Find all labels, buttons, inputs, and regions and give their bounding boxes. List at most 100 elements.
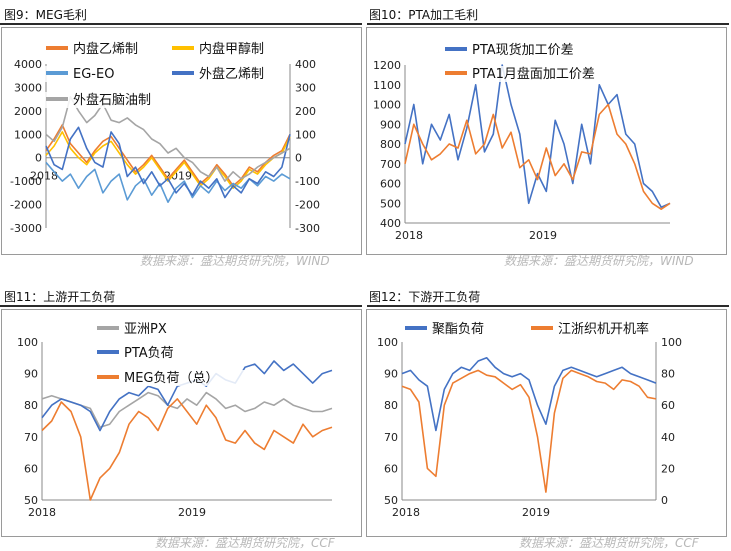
y-tick-label: 90 (384, 368, 398, 381)
y-tick-label: 80 (384, 399, 398, 412)
series-line-1 (404, 103, 671, 210)
y-tick-label: 60 (384, 462, 398, 475)
figure9-source: 数据来源：盛达期货研究院，WIND (140, 254, 330, 268)
y2-tick-label: 80 (661, 368, 675, 381)
figure12-top-rule (367, 305, 729, 307)
pta-processing-margin-chart: 400 500 600 700 800 900 1000 1100 1200 2018 2019 PT… (373, 42, 671, 242)
y-tick-label: 500 (380, 197, 401, 210)
legend-bg (44, 66, 164, 82)
legend-label: PTA负荷 (124, 346, 174, 361)
x-tick-label: 2019 (522, 506, 550, 519)
y-tick-label: 400 (380, 217, 401, 230)
legend-label: 内盘乙烯制 (73, 41, 138, 57)
legend-label: 江浙织机开机率 (558, 321, 649, 337)
series-line-1 (401, 369, 657, 493)
meg-margin-chart: -3000-2000-100001000200030004000-300-200… (10, 41, 320, 235)
series-line-3 (45, 126, 291, 199)
y2-tick-label: 200 (295, 105, 316, 118)
y-tick-label: 1000 (373, 99, 401, 112)
figure9-caption: 图9：MEG毛利 (4, 8, 87, 22)
legend-bg (443, 66, 593, 82)
y2-tick-label: -300 (295, 222, 320, 235)
y-tick-label: 4000 (14, 58, 42, 71)
legend-bg (95, 345, 245, 361)
x-tick-label: 2018 (30, 170, 58, 183)
y2-tick-label: 0 (661, 494, 668, 507)
y-tick-label: -1000 (10, 175, 42, 188)
figure11-chart-frame: 50 60 70 80 90 100 2018 2019 亚洲PX PTA负荷 MEG负荷（总） (1, 309, 362, 537)
legend-bg (529, 321, 679, 337)
legend-label: 聚酯负荷 (432, 322, 484, 337)
upstream-operating-rate-chart: 50 60 70 80 90 100 2018 2019 亚洲PX PTA负荷 MEG负荷（总） (17, 321, 333, 519)
y-tick-label: 1100 (373, 79, 401, 92)
figure10-chart-frame: 400 500 600 700 800 900 1000 1100 1200 2018 2019 PT… (366, 27, 727, 255)
x-tick-label: 2019 (164, 170, 192, 183)
y-tick-label: 1200 (373, 59, 401, 72)
y2-tick-label: 300 (295, 81, 316, 94)
legend-bg (170, 41, 280, 57)
legend-label: MEG负荷（总） (124, 371, 219, 386)
series-line-1 (45, 131, 291, 189)
y2-tick-label: 60 (661, 399, 675, 412)
legend-bg (95, 321, 245, 337)
y-tick-label: 100 (17, 336, 38, 349)
series-line-0 (401, 356, 657, 432)
figure11-caption: 图11：上游开工负荷 (4, 290, 116, 304)
y-tick-label: 70 (24, 431, 38, 444)
series-line-0 (41, 391, 333, 429)
y-tick-label: 70 (384, 431, 398, 444)
downstream-operating-rate-chart: 50 60 70 80 90 100 0 20 40 60 80 100 2018 2019 聚酯负荷 江浙织… (377, 321, 682, 519)
x-tick-label: 2018 (395, 229, 423, 242)
legend-bg (170, 66, 280, 82)
figure9-chart-frame: -3000 -2000 -1000 0 1000 2000 3000 4000 -300 -200… (1, 27, 362, 255)
figure12-source: 数据来源：盛达期货研究院，CCF (519, 536, 699, 550)
y2-tick-label: 0 (295, 152, 302, 165)
legend-label: 亚洲PX (124, 322, 167, 337)
figure10-caption: 图10：PTA加工毛利 (369, 8, 479, 22)
legend-bg (443, 42, 593, 58)
legend-label: EG-EO (73, 67, 114, 82)
x-tick-label: 2019 (529, 229, 557, 242)
y-tick-label: 700 (380, 158, 401, 171)
legend-bg (403, 321, 553, 337)
y-tick-label: -2000 (10, 199, 42, 212)
y2-tick-label: -100 (295, 175, 320, 188)
figure9-top-rule (0, 23, 362, 25)
y-tick-label: 2000 (14, 105, 42, 118)
y-tick-label: 100 (377, 336, 398, 349)
y-tick-label: 50 (24, 494, 38, 507)
x-tick-label: 2018 (392, 506, 420, 519)
y-tick-label: 90 (24, 368, 38, 381)
legend-label: 外盘石脑油制 (73, 92, 151, 108)
x-tick-label: 2019 (178, 506, 206, 519)
y2-tick-label: 400 (295, 58, 316, 71)
figure10-source: 数据来源：盛达期货研究院，WIND (504, 254, 694, 268)
y-tick-label: 800 (380, 138, 401, 151)
y-tick-label: 0 (35, 152, 42, 165)
y2-tick-label: 20 (661, 462, 675, 475)
series-line-2 (41, 398, 333, 501)
x-tick-label: 2018 (28, 506, 56, 519)
y-tick-label: 60 (24, 462, 38, 475)
y-tick-label: 900 (380, 118, 401, 131)
y-tick-label: -3000 (10, 222, 42, 235)
figure10-top-rule (367, 23, 729, 25)
y2-tick-label: -200 (295, 199, 320, 212)
y-tick-label: 3000 (14, 81, 42, 94)
figure12-chart-frame: 50 60 70 80 90 100 0 20 40 60 80 100 2018 2019 聚酯负荷 江浙织… (366, 309, 727, 537)
figure12-caption: 图12：下游开工负荷 (369, 290, 481, 304)
legend-label: PTA1月盘面加工价差 (472, 66, 595, 82)
legend-label: PTA现货加工价差 (472, 42, 574, 58)
y-tick-label: 50 (384, 494, 398, 507)
figure11-source: 数据来源：盛达期货研究院，CCF (155, 536, 335, 550)
series-line-0 (404, 64, 671, 208)
legend-bg (44, 92, 164, 108)
series-line-4 (45, 96, 291, 182)
legend-label: 内盘甲醇制 (199, 41, 264, 57)
figure11-top-rule (0, 305, 362, 307)
y2-tick-label: 40 (661, 431, 675, 444)
y2-tick-label: 100 (661, 336, 682, 349)
legend-bg (44, 41, 164, 57)
y2-tick-label: 100 (295, 128, 316, 141)
y-tick-label: 600 (380, 178, 401, 191)
